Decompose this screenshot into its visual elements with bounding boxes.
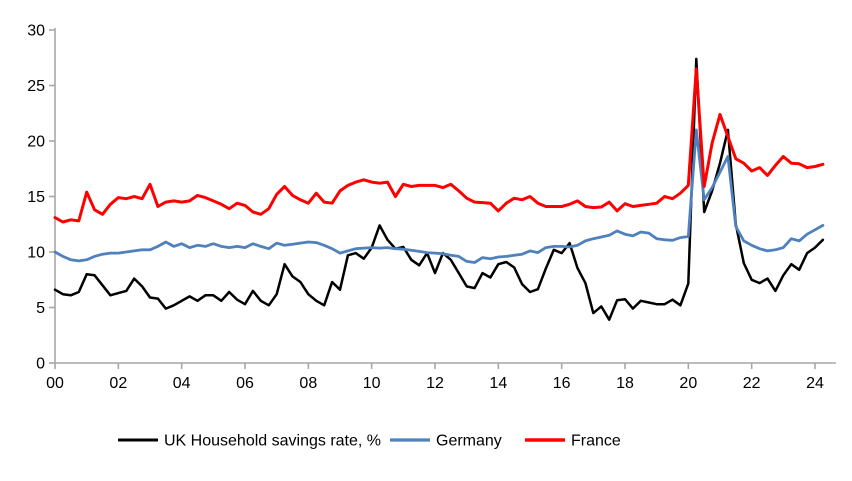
y-tick-label: 10 bbox=[27, 245, 45, 262]
y-tick-label: 0 bbox=[36, 356, 45, 373]
y-tick-label: 30 bbox=[27, 23, 45, 40]
x-tick-label: 06 bbox=[236, 375, 254, 392]
x-tick-label: 02 bbox=[109, 375, 127, 392]
series-line-uk-household-savings-rate bbox=[53, 57, 825, 321]
x-tick-label: 08 bbox=[299, 375, 317, 392]
x-tick-label: 12 bbox=[426, 375, 444, 392]
x-tick-label: 24 bbox=[806, 375, 824, 392]
y-tick-label: 5 bbox=[36, 300, 45, 317]
legend-label-germany: Germany bbox=[436, 433, 502, 450]
x-tick-label: 22 bbox=[743, 375, 761, 392]
y-tick-label: 15 bbox=[27, 189, 45, 206]
x-tick-label: 10 bbox=[363, 375, 381, 392]
x-tick-label: 14 bbox=[489, 375, 507, 392]
series-line-germany bbox=[53, 128, 825, 264]
y-tick-label: 25 bbox=[27, 78, 45, 95]
x-tick-label: 16 bbox=[553, 375, 571, 392]
x-tick-label: 04 bbox=[173, 375, 191, 392]
x-tick-label: 00 bbox=[46, 375, 64, 392]
legend-label-france: France bbox=[571, 433, 621, 450]
x-tick-label: 20 bbox=[679, 375, 697, 392]
x-tick-label: 18 bbox=[616, 375, 634, 392]
legend-label-uk-household-savings-rate: UK Household savings rate, % bbox=[164, 433, 381, 450]
series-line-france bbox=[53, 67, 825, 224]
y-tick-label: 20 bbox=[27, 134, 45, 151]
